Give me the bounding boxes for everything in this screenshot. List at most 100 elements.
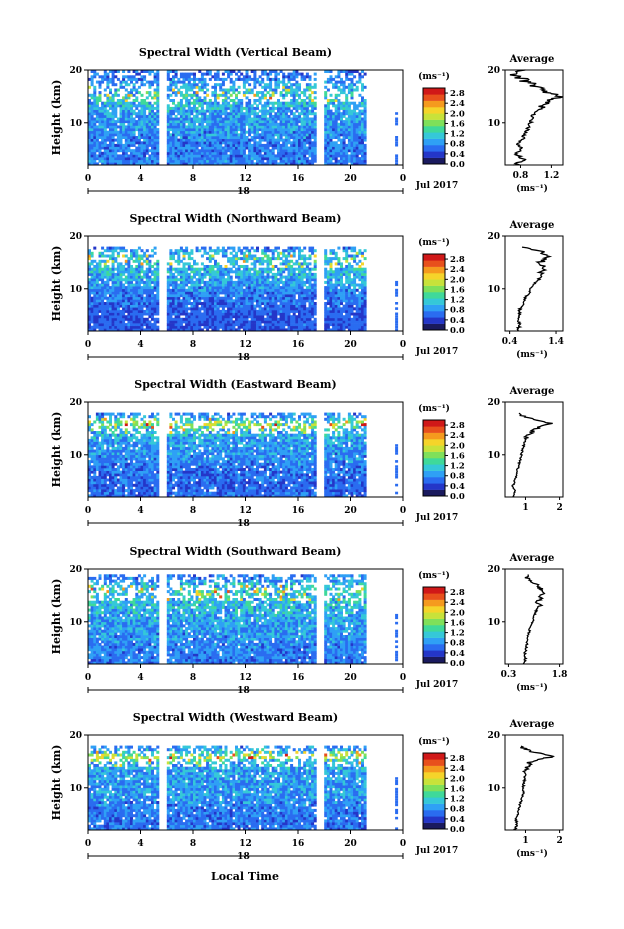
heatmap-cell xyxy=(203,149,207,153)
heatmap-cell xyxy=(324,96,328,100)
heatmap-cell xyxy=(250,136,254,139)
heatmap-cell xyxy=(337,149,341,153)
heatmap-cell xyxy=(298,141,301,145)
heatmap-cell xyxy=(101,143,105,147)
heatmap-cell xyxy=(284,249,288,253)
heatmap-cell xyxy=(127,104,131,108)
heatmap-cell xyxy=(143,283,147,287)
heatmap-cell xyxy=(88,136,91,139)
heatmap-cell xyxy=(116,280,120,284)
heatmap-cell xyxy=(355,154,359,158)
heatmap-cell xyxy=(182,278,186,282)
heatmap-cell xyxy=(261,91,265,95)
heatmap-cell xyxy=(148,162,152,166)
heatmap-cell xyxy=(148,265,152,268)
heatmap-cell xyxy=(224,254,228,258)
heatmap-cell xyxy=(298,101,301,105)
heatmap-cell xyxy=(137,265,141,268)
heatmap-cell xyxy=(88,125,91,129)
heatmap-cell xyxy=(258,317,262,321)
heatmap-cell xyxy=(156,85,160,89)
heatmap-cell xyxy=(132,141,136,145)
heatmap-cell xyxy=(219,141,223,145)
heatmap-cell xyxy=(274,291,278,295)
heatmap-cell xyxy=(256,246,259,250)
heatmap-cell xyxy=(124,93,128,97)
heatmap-cell xyxy=(240,304,244,308)
heatmap-cell xyxy=(277,104,280,108)
heatmap-cell xyxy=(350,133,354,137)
heatmap-cell xyxy=(145,138,149,142)
heatmap-cell xyxy=(274,141,278,145)
heatmap-cell xyxy=(182,149,186,153)
heatmap-cell xyxy=(245,96,249,100)
heatmap-cell xyxy=(277,286,280,290)
heatmap-cell xyxy=(135,162,139,166)
heatmap-cell xyxy=(245,154,249,158)
heatmap-cell xyxy=(277,296,280,300)
heatmap-cell xyxy=(143,125,147,129)
heatmap-cell xyxy=(103,93,107,97)
heatmap-cell xyxy=(242,307,246,311)
heatmap-cell xyxy=(174,267,178,271)
heatmap-cell xyxy=(208,291,212,295)
heatmap-cell xyxy=(137,138,141,142)
heatmap-cell xyxy=(111,75,115,79)
heatmap-cell xyxy=(98,283,102,287)
heatmap-cell xyxy=(332,104,336,108)
heatmap-cell xyxy=(127,257,131,261)
heatmap-cell xyxy=(195,101,199,105)
heatmap-cell xyxy=(214,117,217,121)
heatmap-cell xyxy=(98,96,102,100)
heatmap-cell xyxy=(347,72,351,76)
heatmap-cell xyxy=(135,257,139,261)
heatmap-cell xyxy=(132,325,136,329)
heatmap-cell xyxy=(103,254,107,258)
heatmap-cell xyxy=(151,265,154,268)
heatmap-cell xyxy=(287,91,291,95)
heatmap-cell xyxy=(219,133,223,137)
heatmap-cell xyxy=(245,291,249,295)
heatmap-cell xyxy=(232,262,236,266)
heatmap-cell xyxy=(145,320,149,324)
heatmap-cell xyxy=(193,315,196,319)
heatmap-cell xyxy=(395,154,399,157)
heatmap-cell xyxy=(195,307,199,311)
heatmap-cell xyxy=(151,70,154,73)
heatmap-cell xyxy=(116,286,120,290)
heatmap-cell xyxy=(211,312,215,316)
heatmap-cell xyxy=(240,299,244,303)
heatmap-cell xyxy=(200,262,204,266)
heatmap-cell xyxy=(140,302,144,305)
heatmap-cell xyxy=(253,75,257,79)
heatmap-cell xyxy=(279,157,283,161)
heatmap-cell xyxy=(240,251,244,255)
heatmap-cell xyxy=(195,99,199,102)
heatmap-cell xyxy=(248,120,252,124)
heatmap-cell xyxy=(350,109,354,113)
average-y-tick-label: 20 xyxy=(487,66,500,76)
heatmap-cell xyxy=(290,149,294,153)
heatmap-cell xyxy=(156,77,160,81)
heatmap-cell xyxy=(313,138,317,142)
heatmap-cell xyxy=(263,246,267,250)
heatmap-cell xyxy=(290,286,294,290)
heatmap-cell xyxy=(187,88,191,92)
heatmap-cell xyxy=(132,151,136,155)
heatmap-cell xyxy=(109,307,112,311)
heatmap-cell xyxy=(135,136,139,139)
heatmap-cell xyxy=(350,83,354,87)
heatmap-cell xyxy=(90,114,94,118)
heatmap-cell xyxy=(106,278,110,282)
heatmap-cell xyxy=(182,270,186,274)
heatmap-cell xyxy=(269,80,273,84)
heatmap-cell xyxy=(200,162,204,166)
heatmap-cell xyxy=(326,128,330,132)
heatmap-cell xyxy=(261,251,265,255)
heatmap-cell xyxy=(232,259,236,263)
heatmap-cell xyxy=(332,133,336,137)
heatmap-cell xyxy=(298,146,301,150)
heatmap-cell xyxy=(300,77,304,81)
heatmap-cell xyxy=(224,286,228,290)
heatmap-cell xyxy=(143,114,147,118)
